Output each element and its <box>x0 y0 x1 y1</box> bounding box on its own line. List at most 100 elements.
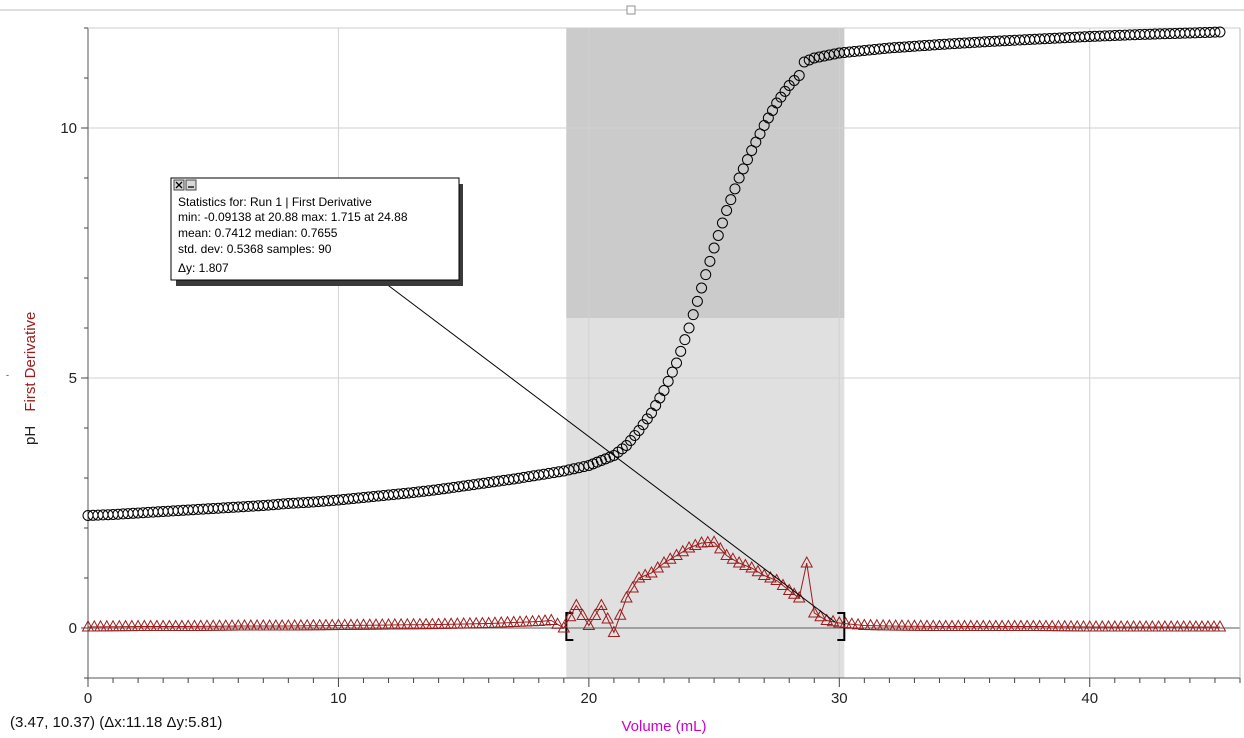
first-derivative-point <box>995 619 1009 631</box>
first-derivative-point <box>933 619 946 631</box>
first-derivative-point <box>920 619 934 631</box>
first-derivative-point <box>551 617 564 629</box>
first-derivative-point <box>188 619 201 631</box>
first-derivative-point <box>1127 619 1140 632</box>
first-derivative-point <box>94 619 107 632</box>
first-derivative-point <box>582 618 596 630</box>
first-derivative-point <box>87 619 101 632</box>
first-derivative-point <box>976 619 990 631</box>
first-derivative-point <box>175 619 189 631</box>
ph-point <box>798 56 810 68</box>
first-derivative-point <box>400 617 414 630</box>
ph-point <box>675 345 687 357</box>
ph-point <box>803 54 815 66</box>
ph-series <box>82 26 1226 521</box>
first-derivative-point <box>100 619 114 632</box>
first-derivative-point <box>106 619 120 632</box>
first-derivative-point <box>983 619 996 631</box>
first-derivative-point <box>613 608 627 620</box>
first-derivative-point <box>131 619 145 631</box>
first-derivative-point <box>313 618 326 631</box>
first-derivative-point <box>1171 619 1184 632</box>
first-derivative-point <box>764 570 777 583</box>
first-derivative-point <box>482 616 496 628</box>
ph-point <box>687 309 699 321</box>
first-derivative-point <box>144 619 157 631</box>
ph-point <box>716 217 728 229</box>
x-tick-label: 30 <box>831 690 848 707</box>
first-derivative-point <box>851 617 865 630</box>
first-derivative-point <box>970 619 984 631</box>
y-axis-label: pH First Derivative <box>22 312 39 445</box>
first-derivative-point <box>156 619 170 631</box>
ph-point <box>662 375 674 387</box>
first-derivative-point <box>926 619 940 631</box>
first-derivative-point <box>357 618 370 630</box>
first-derivative-point <box>1064 619 1078 632</box>
first-derivative-point <box>1207 619 1221 632</box>
first-derivative-point <box>757 568 771 580</box>
first-derivative-point <box>682 540 696 553</box>
first-derivative-point <box>438 617 452 629</box>
statistics-box[interactable]: Statistics for: Run 1 | First Derivative… <box>170 177 463 286</box>
first-derivative-point <box>282 618 295 631</box>
first-derivative-point <box>901 619 915 631</box>
first-derivative-point <box>1120 619 1134 632</box>
first-derivative-point <box>751 564 765 577</box>
ph-point <box>1214 26 1226 38</box>
first-derivative-point <box>876 618 890 631</box>
first-derivative-point <box>163 619 176 631</box>
first-derivative-point <box>688 538 702 550</box>
first-derivative-point <box>325 618 339 631</box>
y-tick-label: 5 <box>69 370 77 387</box>
first-derivative-point <box>1070 619 1084 632</box>
minimize-icon[interactable] <box>185 179 197 191</box>
ph-point <box>658 385 670 396</box>
first-derivative-point <box>626 580 640 593</box>
first-derivative-point <box>638 568 652 580</box>
x-tick-label: 40 <box>1081 690 1098 707</box>
first-derivative-point <box>720 548 733 560</box>
first-derivative-point <box>1158 619 1172 632</box>
first-derivative-point <box>363 618 377 630</box>
first-derivative-point <box>770 573 784 585</box>
ph-point <box>633 425 645 436</box>
y-tick-label: 10 <box>60 120 77 137</box>
first-derivative-point <box>344 618 358 630</box>
first-derivative-point <box>388 617 402 630</box>
first-derivative-point <box>845 617 859 629</box>
first-derivative-point <box>181 619 195 631</box>
ph-point <box>771 97 783 109</box>
ph-point <box>612 446 624 458</box>
first-derivative-point <box>350 618 364 630</box>
ph-point <box>712 230 724 241</box>
first-derivative-point <box>832 615 846 628</box>
first-derivative-point <box>225 619 239 631</box>
splitter-handle[interactable] <box>626 5 636 15</box>
first-derivative-point <box>507 615 521 627</box>
first-derivative-point <box>451 617 464 629</box>
ph-point <box>1209 26 1221 38</box>
first-derivative-point <box>319 618 333 631</box>
first-derivative-point <box>1164 619 1178 632</box>
first-derivative-point <box>620 590 633 603</box>
first-derivative-point <box>463 616 477 629</box>
ph-point <box>616 443 628 455</box>
first-derivative-point <box>526 614 539 627</box>
ph-point <box>729 183 741 195</box>
first-derivative-point <box>601 611 614 624</box>
ph-point <box>608 450 620 461</box>
first-derivative-point <box>670 548 683 560</box>
ph-point <box>775 91 787 103</box>
ph-point <box>737 163 749 175</box>
first-derivative-point <box>81 619 95 632</box>
first-derivative-point <box>1020 619 1034 631</box>
first-derivative-point <box>964 619 978 631</box>
first-derivative-point <box>382 617 395 630</box>
first-derivative-point <box>519 614 533 627</box>
close-icon[interactable] <box>173 179 185 191</box>
first-derivative-point <box>1108 619 1122 632</box>
first-derivative-point <box>858 618 871 630</box>
first-derivative-point <box>513 615 527 627</box>
